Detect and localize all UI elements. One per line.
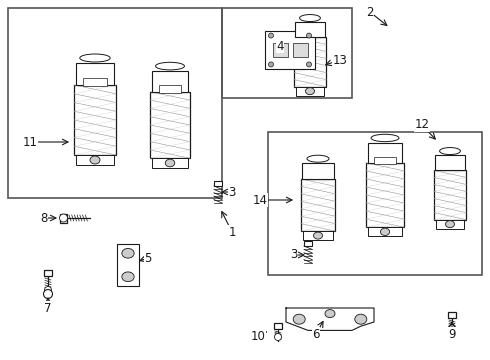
Ellipse shape [122, 248, 134, 258]
Text: 2: 2 [366, 5, 374, 18]
Text: 9: 9 [448, 328, 456, 341]
Ellipse shape [299, 14, 320, 22]
Text: 5: 5 [145, 252, 152, 265]
Ellipse shape [307, 33, 312, 38]
Bar [152, 158, 188, 168]
Ellipse shape [314, 232, 322, 239]
Bar [150, 92, 190, 158]
Bar [214, 181, 222, 186]
Bar [448, 312, 456, 318]
Ellipse shape [59, 214, 68, 222]
Bar [368, 143, 402, 163]
Bar [294, 37, 326, 87]
Bar [159, 85, 181, 93]
Ellipse shape [269, 62, 273, 67]
Bar [368, 227, 402, 237]
Ellipse shape [155, 62, 184, 70]
Ellipse shape [122, 272, 134, 282]
Text: 3: 3 [228, 185, 236, 198]
Ellipse shape [274, 333, 281, 341]
Ellipse shape [305, 87, 315, 95]
Text: 4: 4 [276, 40, 284, 53]
Bar [117, 244, 139, 286]
Ellipse shape [45, 287, 51, 293]
Bar [76, 155, 114, 165]
Text: 6: 6 [312, 328, 320, 341]
Bar [222, 8, 352, 98]
Text: 10: 10 [250, 329, 266, 342]
Bar [436, 220, 464, 229]
Ellipse shape [44, 289, 52, 298]
Bar [74, 85, 116, 155]
Polygon shape [286, 308, 374, 330]
Ellipse shape [371, 134, 399, 141]
Bar [303, 231, 333, 240]
Bar [44, 270, 52, 276]
Ellipse shape [307, 62, 312, 67]
Bar [435, 155, 465, 170]
Text: 8: 8 [40, 211, 48, 225]
Ellipse shape [355, 314, 367, 324]
Ellipse shape [325, 310, 335, 318]
Bar [76, 63, 114, 85]
Ellipse shape [380, 228, 390, 235]
Ellipse shape [269, 33, 273, 38]
Bar [60, 213, 67, 222]
Bar [8, 8, 222, 198]
Text: 12: 12 [415, 118, 430, 131]
Bar [274, 323, 282, 329]
Bar [272, 43, 288, 57]
Ellipse shape [80, 54, 110, 62]
Polygon shape [121, 263, 136, 267]
Bar [374, 157, 395, 164]
Bar [304, 241, 312, 246]
Bar [302, 163, 334, 179]
Bar [83, 78, 106, 86]
Bar [295, 22, 325, 37]
Ellipse shape [448, 324, 456, 332]
Ellipse shape [293, 314, 305, 324]
Text: 14: 14 [252, 194, 268, 207]
Text: 1: 1 [228, 225, 236, 238]
Ellipse shape [307, 155, 329, 162]
Bar [265, 31, 315, 69]
Text: 7: 7 [44, 302, 52, 315]
Ellipse shape [445, 221, 455, 228]
Bar [296, 87, 324, 96]
Bar [152, 71, 188, 92]
Bar [434, 170, 466, 220]
Bar [301, 179, 335, 231]
Ellipse shape [440, 148, 461, 154]
Ellipse shape [165, 159, 175, 167]
Bar [293, 43, 308, 57]
Bar [366, 163, 404, 227]
Text: 13: 13 [333, 54, 347, 67]
Bar [268, 132, 482, 275]
Text: 3: 3 [290, 248, 298, 261]
Text: 11: 11 [23, 135, 38, 148]
Ellipse shape [90, 156, 100, 164]
